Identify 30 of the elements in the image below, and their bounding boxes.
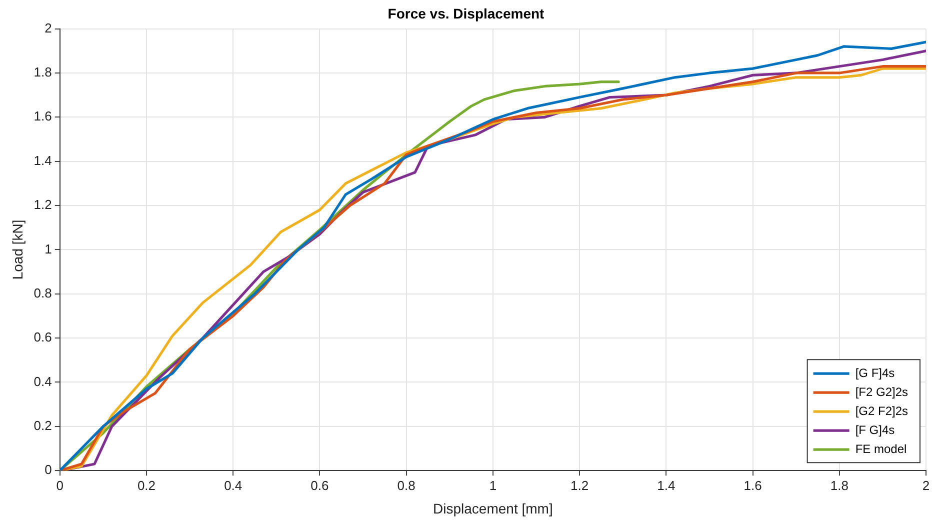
y-tick-label: 0.6 [34, 330, 52, 345]
y-axis-title: Load [kN] [9, 220, 26, 280]
x-tick-label: 0.6 [310, 478, 329, 493]
legend-label: [G2 F2]2s [855, 404, 908, 418]
y-tick-label: 0 [44, 462, 52, 478]
x-tick-label: 0.4 [224, 478, 242, 493]
x-tick-label: 1.2 [570, 478, 589, 493]
x-tick-label: 1.6 [744, 478, 762, 493]
legend-label: FE model [855, 442, 907, 456]
legend-label: [G F]4s [855, 366, 895, 380]
y-tick-label: 2 [44, 20, 52, 36]
y-tick-label: 1 [44, 241, 52, 256]
x-tick-label: 1.4 [657, 478, 676, 493]
legend-label: [F2 G2]2s [855, 384, 908, 399]
y-tick-label: 1.2 [34, 197, 52, 212]
x-tick-label: 2 [922, 478, 930, 493]
y-tick-label: 0.2 [34, 418, 52, 433]
chart-title: Force vs. Displacement [388, 5, 545, 22]
legend-label: [F G]4s [855, 422, 895, 437]
x-tick-label: 1.8 [830, 478, 848, 493]
y-tick-label: 0.8 [34, 285, 52, 300]
y-tick-label: 1.4 [34, 152, 52, 168]
y-tick-label: 0.4 [34, 374, 52, 389]
x-tick-label: 0.2 [137, 478, 156, 493]
y-tick-label: 1.8 [34, 64, 52, 80]
y-tick-label: 1.6 [34, 108, 52, 124]
x-tick-label: 0 [56, 478, 64, 493]
x-tick-label: 1 [489, 478, 497, 493]
x-axis-title: Displacement [mm] [433, 500, 553, 516]
x-tick-label: 0.8 [397, 478, 416, 493]
